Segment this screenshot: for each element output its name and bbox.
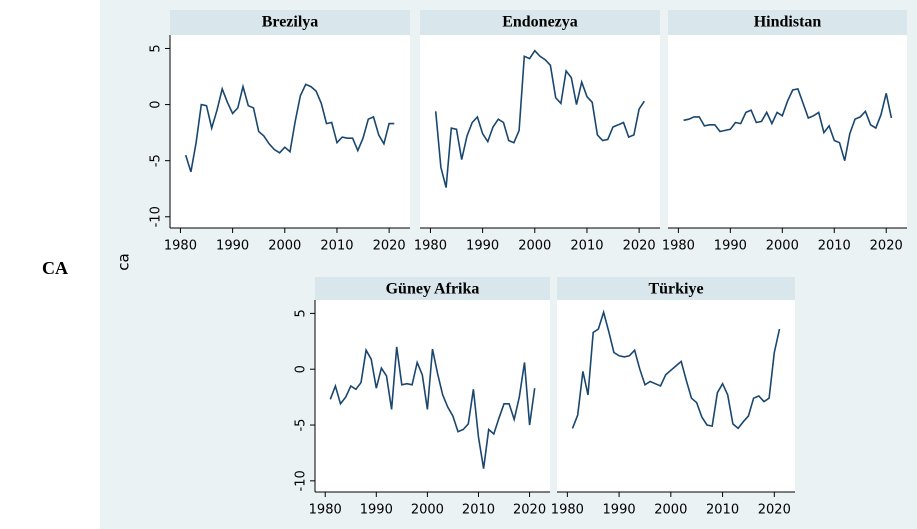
- x-tick-label: 1980: [414, 239, 447, 254]
- title-strip: [557, 277, 795, 300]
- x-tick-label: 2000: [518, 239, 551, 254]
- plot-area: [557, 300, 795, 492]
- y-tick-label: 5: [149, 44, 164, 52]
- x-tick-label: 2010: [818, 239, 851, 254]
- plot-area: [315, 300, 550, 492]
- title-strip: [420, 10, 660, 35]
- x-tick-label: 1980: [551, 503, 584, 518]
- plot-area: [170, 35, 410, 228]
- x-tick-label: 1980: [164, 239, 197, 254]
- x-tick-label: 2020: [623, 239, 656, 254]
- x-tick-label: 1990: [360, 503, 393, 518]
- title-strip: [170, 10, 410, 35]
- panel-title: Türkiye: [648, 281, 703, 298]
- plot-area: [420, 35, 660, 228]
- x-tick-label: 1990: [216, 239, 249, 254]
- x-tick-label: 1990: [603, 503, 636, 518]
- panel-title: Güney Afrika: [386, 281, 480, 298]
- x-tick-label: 2020: [513, 503, 546, 518]
- y-tick-label: 0: [294, 365, 309, 373]
- x-tick-label: 2020: [870, 239, 903, 254]
- y-tick-label: 0: [149, 100, 164, 108]
- x-tick-label: 1980: [309, 503, 342, 518]
- x-tick-label: 1990: [466, 239, 499, 254]
- series-line: [434, 49, 645, 188]
- title-strip: [668, 10, 907, 35]
- series-line: [184, 83, 395, 173]
- x-tick-label: 2010: [320, 239, 353, 254]
- x-tick-label: 2020: [373, 239, 406, 254]
- panel-title: Endonezya: [502, 14, 578, 31]
- title-strip: [315, 277, 550, 300]
- panel-title: Hindistan: [754, 14, 822, 31]
- series-line: [683, 87, 893, 161]
- plot-area: [668, 35, 907, 228]
- x-tick-label: 2000: [268, 239, 301, 254]
- row-label: CA: [42, 258, 68, 278]
- series-line: [329, 346, 536, 469]
- y-tick-label: 5: [294, 309, 309, 317]
- y-tick-label: -10: [149, 206, 164, 227]
- y-tick-label: -10: [294, 470, 309, 491]
- x-tick-label: 2010: [462, 503, 495, 518]
- x-tick-label: 2020: [758, 503, 791, 518]
- x-tick-label: 2000: [654, 503, 687, 518]
- x-tick-label: 2010: [706, 503, 739, 518]
- x-tick-label: 1980: [662, 239, 695, 254]
- y-tick-label: -5: [149, 154, 164, 167]
- series-line: [571, 309, 781, 430]
- y-axis-label: ca: [115, 253, 133, 270]
- panel-title: Brezilya: [262, 14, 319, 31]
- x-tick-label: 2010: [570, 239, 603, 254]
- x-tick-label: 1990: [714, 239, 747, 254]
- y-tick-label: -5: [294, 419, 309, 432]
- x-tick-label: 2000: [411, 503, 444, 518]
- x-tick-label: 2000: [766, 239, 799, 254]
